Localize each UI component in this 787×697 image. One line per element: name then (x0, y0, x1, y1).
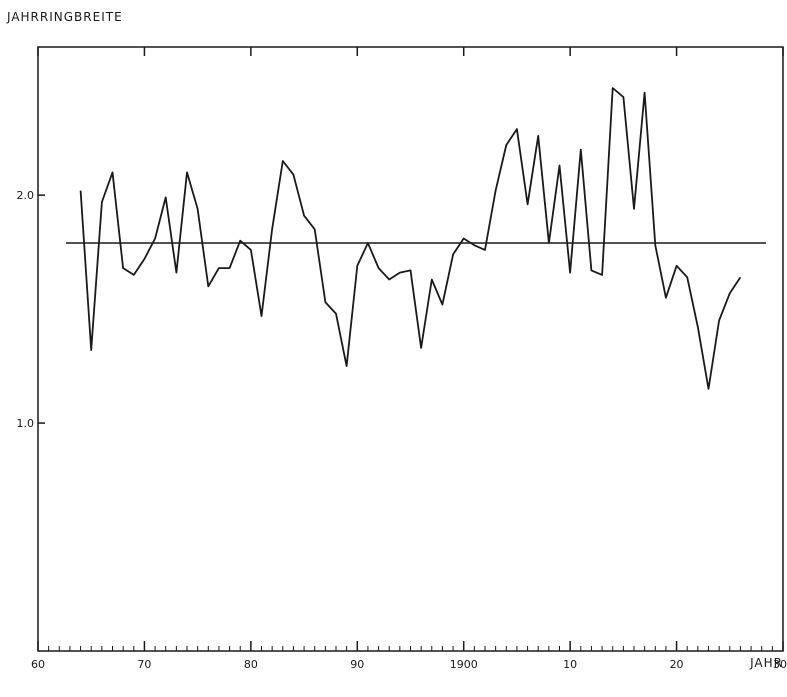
x-tick-label: 10 (563, 658, 577, 671)
x-tick-label: 30 (773, 658, 787, 671)
y-tick-label: 1.0 (17, 417, 35, 430)
y-tick-label: 2.0 (17, 189, 35, 202)
x-axis-minor-ticks (48, 646, 773, 651)
x-axis-ticks: 60 70 80 90 1900 10 20 30 (31, 47, 787, 671)
x-tick-label: 90 (350, 658, 364, 671)
y-axis-ticks: 1.0 2.0 (17, 189, 45, 430)
plot-frame (37, 46, 784, 652)
x-tick-label: 70 (137, 658, 151, 671)
x-tick-label: 1900 (450, 658, 478, 671)
x-axis-title: JAHR (749, 656, 783, 670)
series-line (79, 87, 742, 390)
x-tick-label: 20 (670, 658, 684, 671)
y-axis-title: JAHRRINGBREITE (6, 10, 123, 24)
x-tick-label: 60 (31, 658, 45, 671)
x-tick-label: 80 (244, 658, 258, 671)
